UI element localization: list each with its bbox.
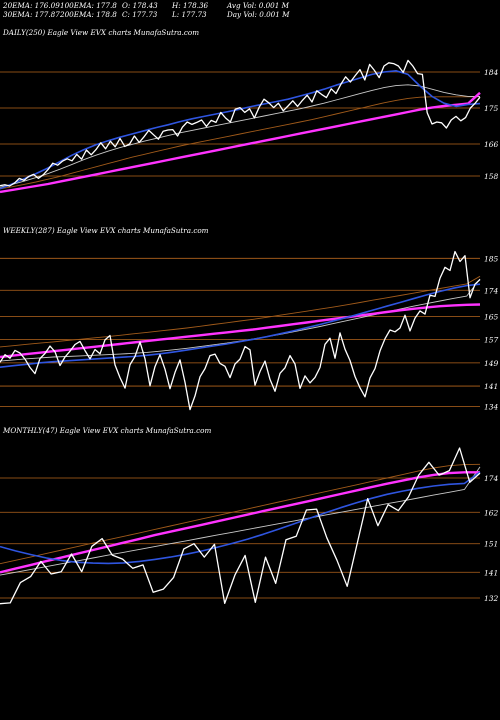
monthly-panel-label: MONTHLY(47) Eagle View EVX charts Munafa… bbox=[3, 426, 212, 435]
series-price-line bbox=[0, 59, 481, 187]
stat-row1-4: Avg Vol: 0.001 M bbox=[227, 1, 289, 10]
series-ema-grey-line bbox=[0, 84, 481, 188]
series-ema-slow-line bbox=[0, 303, 481, 359]
stat-row2-1: 200EMA: 178.8 bbox=[60, 10, 117, 19]
daily-panel-label: DAILY(250) Eagle View EVX charts MunafaS… bbox=[3, 28, 200, 37]
series-ema-slow-line bbox=[0, 91, 481, 194]
tick-label-2: 151 bbox=[484, 540, 498, 549]
series-ema-brown-line bbox=[0, 275, 481, 348]
tick-label-3: 157 bbox=[484, 336, 499, 345]
stat-row1-2: O: 178.43 bbox=[122, 1, 158, 10]
stat-row2-4: Day Vol: 0.001 M bbox=[227, 10, 290, 19]
series-ema-fast-line bbox=[0, 471, 481, 565]
weekly-chart: 185 174 165 157 149 141 134 bbox=[0, 250, 499, 411]
monthly-chart: 174 162 151 141 132 bbox=[0, 447, 499, 605]
tick-label-2: 165 bbox=[484, 312, 499, 321]
tick-label-2: 166 bbox=[484, 140, 499, 149]
series-ema-fast-line bbox=[0, 283, 481, 368]
series-ema-brown-line bbox=[0, 96, 480, 190]
series-price-line bbox=[0, 447, 481, 605]
stat-row2-2: C: 177.73 bbox=[122, 10, 158, 19]
tick-label-4: 132 bbox=[484, 594, 499, 603]
series-ema-fast-line bbox=[0, 69, 481, 190]
tick-label-0: 185 bbox=[484, 254, 499, 263]
tick-label-6: 134 bbox=[484, 402, 499, 411]
tick-label-1: 175 bbox=[484, 104, 499, 113]
stat-row1-0: 20EMA: 176.09 bbox=[3, 1, 60, 10]
tick-label-5: 141 bbox=[484, 382, 498, 391]
tick-label-3: 141 bbox=[484, 568, 498, 577]
tick-label-3: 158 bbox=[484, 172, 499, 181]
tick-label-1: 162 bbox=[484, 508, 499, 517]
series-ema-slow-line bbox=[0, 471, 480, 574]
tick-label-0: 184 bbox=[484, 68, 499, 77]
stat-row2-0: 30EMA: 177.87 bbox=[3, 10, 60, 19]
series-price-line bbox=[0, 250, 481, 411]
stat-row2-3: L: 177.73 bbox=[172, 10, 207, 19]
daily-chart: 184 175 166 158 bbox=[0, 59, 499, 194]
series-ema-brown-line bbox=[0, 463, 481, 565]
stat-row1-1: 100EMA: 177.8 bbox=[60, 1, 117, 10]
tick-label-4: 149 bbox=[484, 359, 499, 368]
indicator-stats: 20EMA: 176.09 100EMA: 177.8 O: 178.43 H: 17… bbox=[0, 0, 500, 22]
weekly-panel-label: WEEKLY(287) Eagle View EVX charts Munafa… bbox=[3, 226, 209, 235]
tick-label-1: 174 bbox=[484, 286, 499, 295]
stat-row1-3: H: 178.36 bbox=[172, 1, 209, 10]
tick-label-0: 174 bbox=[484, 474, 499, 483]
series-ema-grey-line bbox=[0, 466, 481, 576]
